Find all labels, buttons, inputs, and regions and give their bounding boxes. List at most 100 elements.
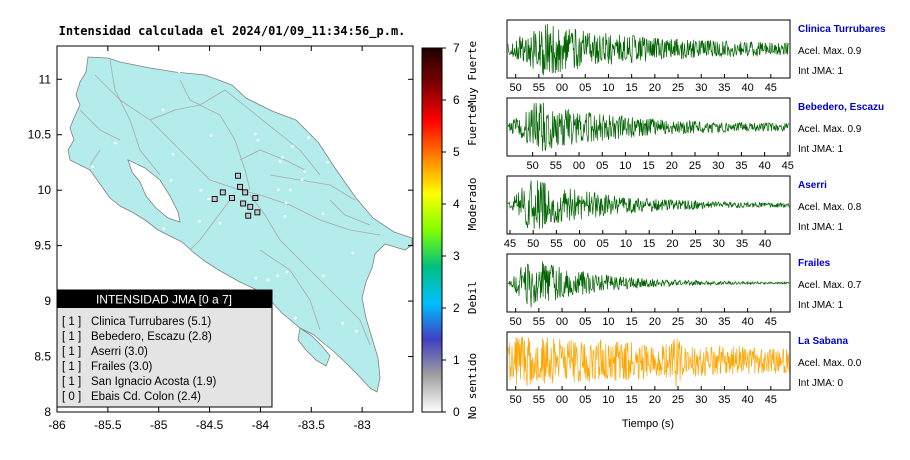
waveform-tick-label: 10	[620, 238, 632, 250]
legend-item-level: [ 1 ]	[62, 376, 81, 388]
town-dot	[276, 274, 279, 277]
town-dot	[282, 70, 285, 73]
legend-item-label: Aserri (3.0)	[91, 346, 148, 358]
waveform-tick-label: 50	[510, 316, 522, 328]
colorbar-ticks: 7 6 5 4 3 2 1 0	[442, 41, 460, 419]
waveform-tick-label: 20	[666, 160, 678, 172]
waveform-trace	[507, 261, 790, 308]
map-y-tick-label: 11	[39, 72, 52, 86]
map-title: Intensidad calculada el 2024/01/09_11:34…	[59, 24, 406, 39]
town-dot	[134, 164, 138, 167]
colorbar-category-label: Debil	[466, 281, 479, 314]
colorbar-tick-label: 3	[453, 249, 460, 263]
waveform-tick-label: 55	[533, 316, 545, 328]
town-dot	[94, 234, 98, 238]
town-dot	[283, 215, 287, 218]
waveform-tick-label: 15	[643, 238, 655, 250]
waveform-tick-label: 10	[602, 394, 614, 406]
legend-item-label: Clinica Turrubares (5.1)	[91, 316, 211, 328]
colorbar-tick-label: 7	[453, 41, 460, 55]
town-dot	[259, 96, 263, 99]
osa-peninsula	[297, 327, 331, 367]
waveform-tick-label: 00	[556, 316, 568, 328]
waveform-tick-label: 05	[596, 160, 608, 172]
waveform-tick-label: 25	[672, 82, 684, 94]
map-x-tick-label: -84	[252, 418, 270, 432]
waveform-tick-label: 15	[642, 160, 654, 172]
waveform-tick-label: 45	[765, 316, 777, 328]
legend-item-label: Ebais Cd. Colon (2.4)	[91, 391, 201, 403]
town-dot	[272, 367, 275, 371]
town-dot	[169, 179, 173, 182]
legend-item-level: [ 1 ]	[62, 316, 81, 328]
map-axes: -86 -85.5 -85 -84.5 -84 -83.5 -83 11 10.5 10 9.5 9 8…	[28, 46, 413, 432]
town-dot	[181, 274, 185, 277]
station-marker	[245, 212, 252, 219]
waveform-tick-label: 15	[626, 316, 638, 328]
town-dot	[291, 102, 295, 105]
map-x-tick-label: -85.5	[94, 418, 122, 432]
town-dot	[286, 107, 290, 111]
waveform-tick-label: 00	[556, 394, 568, 406]
waveform-jma-intensity: Int JMA: 1	[798, 144, 843, 155]
legend-item-level: [ 1 ]	[62, 331, 81, 343]
legend-header-bar	[57, 290, 272, 308]
waveform-panel: 50 55 00 05 10 15 20 25 30 35 40 45 La Sabana Acel. M…	[506, 331, 862, 406]
waveform-trace	[507, 102, 790, 152]
town-dot	[318, 126, 322, 129]
waveform-tick-label: 10	[602, 82, 614, 94]
waveform-jma-intensity: Int JMA: 1	[798, 66, 843, 77]
waveform-jma-intensity: Int JMA: 0	[798, 378, 843, 389]
map-y-tick-label: 8.5	[34, 350, 51, 364]
legend-item-label: Frailes (3.0)	[91, 361, 153, 373]
waveform-tick-label: 55	[533, 82, 545, 94]
town-dot	[254, 276, 258, 280]
town-dot	[281, 156, 284, 159]
town-dot	[162, 227, 166, 230]
town-dot	[278, 344, 282, 347]
waveform-tick-label: 20	[666, 238, 678, 250]
waveform-tick-label: 25	[689, 238, 701, 250]
waveform-tick-label: 25	[689, 160, 701, 172]
waveform-tick-label: 55	[550, 238, 562, 250]
waveform-tick-label: 05	[579, 394, 591, 406]
waveform-jma-intensity: Int JMA: 1	[798, 222, 843, 233]
map-x-tick-label: -85	[150, 418, 168, 432]
colorbar-tick-label: 2	[453, 301, 460, 315]
station-marker	[254, 209, 261, 216]
waveform-tick-label: 45	[782, 160, 794, 172]
map-panel: -86 -85.5 -85 -84.5 -84 -83.5 -83 11 10.5 10 9.5 9 8…	[28, 45, 414, 432]
waveform-trace	[507, 180, 790, 229]
station-marker	[228, 194, 235, 201]
station-marker	[242, 189, 249, 196]
town-dot	[207, 197, 210, 201]
map-y-tick-label: 10	[38, 183, 52, 197]
waveform-tick-label: 30	[713, 238, 725, 250]
town-dot	[209, 134, 213, 137]
waveform-station-name: Bebedero, Escazu	[798, 102, 884, 113]
waveform-panel: 45 50 55 00 05 10 15 20 25 30 35 40 Aserri Acel. Max.…	[504, 175, 862, 250]
waveform-tick-label: 50	[510, 394, 522, 406]
waveform-tick-label: 55	[533, 394, 545, 406]
station-marker	[252, 194, 259, 201]
map-x-tick-label: -86	[48, 418, 66, 432]
town-dot	[143, 239, 147, 242]
colorbar-category-label: Fuerte	[466, 106, 479, 146]
town-dot	[283, 327, 287, 331]
map-x-tick-label: -84.5	[196, 418, 224, 432]
town-dot	[303, 170, 306, 173]
town-dot	[321, 212, 325, 216]
town-dot	[319, 367, 322, 371]
town-dot	[213, 75, 217, 79]
station-marker	[240, 200, 247, 207]
legend-items: [ 1 ] Clinica Turrubares (5.1) [ 1 ] Bebede…	[62, 316, 216, 403]
town-dot	[291, 144, 295, 148]
town-dot	[289, 188, 292, 192]
intensity-legend: INTENSIDAD JMA [0 a 7] [ 1 ] Clinica Turr…	[56, 289, 273, 408]
waveform-tick-label: 00	[556, 82, 568, 94]
waveform-jma-intensity: Int JMA: 1	[798, 300, 843, 311]
station-marker	[247, 203, 254, 210]
waveform-tick-label: 45	[504, 238, 516, 250]
waveform-tick-label: 05	[579, 316, 591, 328]
waveform-tick-label: 50	[527, 160, 539, 172]
